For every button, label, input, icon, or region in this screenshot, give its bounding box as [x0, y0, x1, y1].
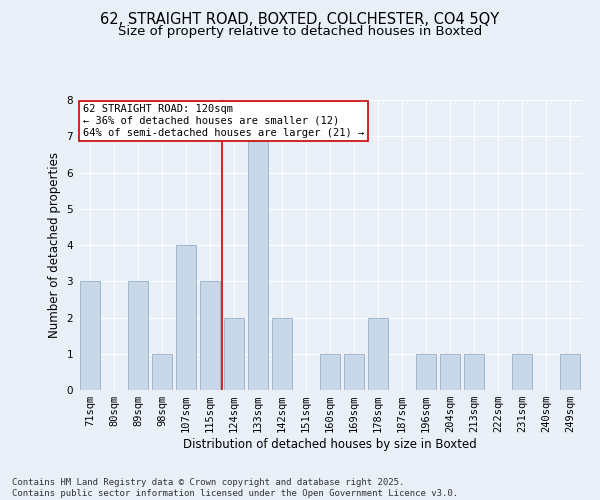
Y-axis label: Number of detached properties: Number of detached properties: [48, 152, 61, 338]
Bar: [200, 281, 220, 390]
Bar: [464, 354, 484, 390]
X-axis label: Distribution of detached houses by size in Boxted: Distribution of detached houses by size …: [183, 438, 477, 451]
Bar: [560, 354, 580, 390]
Bar: [416, 354, 436, 390]
Bar: [320, 354, 340, 390]
Bar: [368, 318, 388, 390]
Text: 62, STRAIGHT ROAD, BOXTED, COLCHESTER, CO4 5QY: 62, STRAIGHT ROAD, BOXTED, COLCHESTER, C…: [100, 12, 500, 28]
Bar: [272, 318, 292, 390]
Bar: [128, 281, 148, 390]
Bar: [152, 354, 172, 390]
Bar: [248, 136, 268, 390]
Bar: [512, 354, 532, 390]
Bar: [224, 318, 244, 390]
Text: 62 STRAIGHT ROAD: 120sqm
← 36% of detached houses are smaller (12)
64% of semi-d: 62 STRAIGHT ROAD: 120sqm ← 36% of detach…: [83, 104, 364, 138]
Text: Size of property relative to detached houses in Boxted: Size of property relative to detached ho…: [118, 25, 482, 38]
Text: Contains HM Land Registry data © Crown copyright and database right 2025.
Contai: Contains HM Land Registry data © Crown c…: [12, 478, 458, 498]
Bar: [176, 245, 196, 390]
Bar: [440, 354, 460, 390]
Bar: [80, 281, 100, 390]
Bar: [344, 354, 364, 390]
